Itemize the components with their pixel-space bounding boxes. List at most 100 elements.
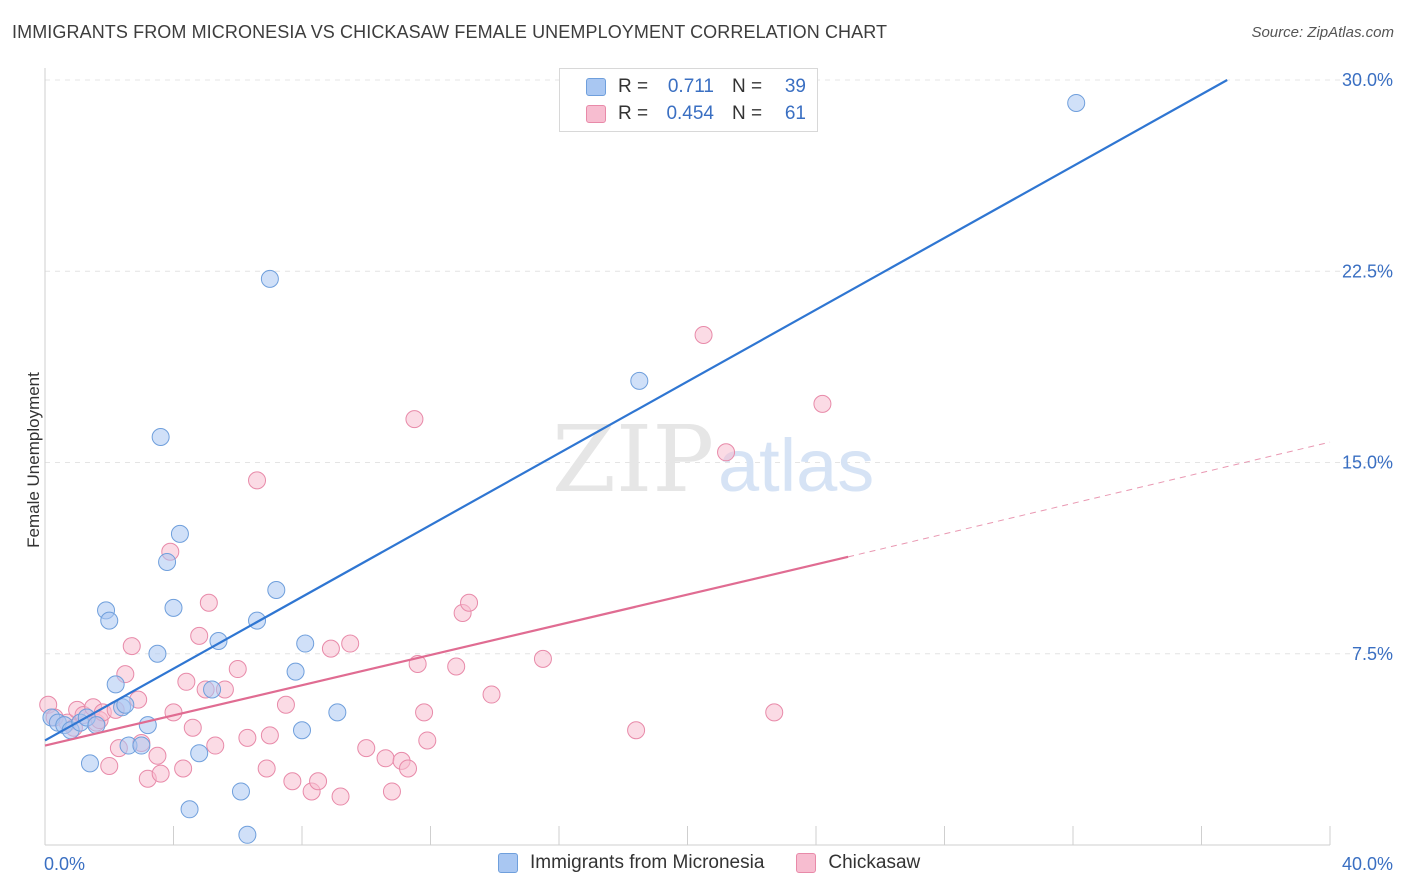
point-micronesia: [158, 552, 177, 571]
watermark-zip: ZIP: [552, 406, 714, 513]
y-tick-label: 7.5%: [1352, 644, 1393, 664]
legend-r-label: R =: [618, 76, 649, 97]
series-legend: Immigrants from Micronesia Chickasaw: [498, 852, 952, 874]
point-micronesia: [293, 721, 311, 740]
point-chickasaw: [238, 728, 257, 747]
point-chickasaw: [717, 443, 736, 462]
series-swatch-chickasaw: [796, 853, 817, 873]
point-micronesia: [190, 744, 209, 763]
point-chickasaw: [533, 649, 552, 668]
point-micronesia: [80, 754, 99, 773]
point-chickasaw: [199, 593, 218, 612]
point-chickasaw: [206, 736, 225, 755]
point-chickasaw: [151, 764, 170, 783]
legend-swatch-chickasaw: [586, 105, 606, 123]
watermark: ZIP atlas: [552, 406, 874, 513]
point-chickasaw: [183, 718, 202, 737]
point-micronesia: [132, 736, 151, 755]
point-chickasaw: [164, 703, 183, 722]
legend-n-label: N =: [732, 76, 763, 97]
x-tick-label: 0.0%: [44, 854, 85, 874]
point-chickasaw: [257, 759, 276, 778]
grid-lines: [45, 79, 1392, 655]
point-chickasaw: [627, 721, 646, 740]
point-chickasaw: [100, 756, 119, 775]
legend-n-value: 39: [784, 76, 806, 97]
point-chickasaw: [122, 637, 141, 656]
legend-swatch-micronesia: [586, 78, 606, 96]
series-swatch-micronesia: [498, 853, 518, 873]
point-chickasaw: [418, 731, 437, 750]
point-micronesia: [203, 680, 222, 699]
point-micronesia: [328, 703, 347, 722]
legend-r-value: 0.711: [667, 76, 714, 97]
point-chickasaw: [260, 726, 279, 745]
series-legend-chickasaw[interactable]: Chickasaw: [796, 852, 920, 874]
point-chickasaw: [309, 772, 328, 791]
point-micronesia: [170, 524, 189, 543]
point-chickasaw: [357, 739, 376, 758]
data-points: [39, 93, 1086, 844]
point-chickasaw: [228, 660, 247, 679]
point-chickasaw: [376, 749, 395, 768]
x-tick-label: 40.0%: [1342, 854, 1393, 874]
legend-n-label: N =: [732, 103, 763, 124]
point-chickasaw: [148, 746, 167, 765]
point-micronesia: [164, 598, 183, 617]
point-micronesia: [296, 634, 315, 653]
point-chickasaw: [415, 703, 434, 722]
tick-labels: 7.5% 15.0% 22.5% 30.0% 0.0% 40.0%: [44, 70, 1393, 874]
series-legend-micronesia[interactable]: Immigrants from Micronesia: [498, 852, 764, 874]
series-label-micronesia: Immigrants from Micronesia: [530, 852, 765, 873]
point-chickasaw: [813, 394, 832, 413]
series-label-chickasaw: Chickasaw: [828, 852, 921, 873]
point-chickasaw: [331, 787, 350, 806]
point-chickasaw: [283, 772, 302, 791]
point-micronesia: [180, 800, 199, 819]
point-chickasaw: [460, 593, 479, 612]
legend-row-micronesia: R = 0.711 N = 39: [586, 75, 806, 99]
point-chickasaw: [174, 759, 193, 778]
point-chickasaw: [447, 657, 466, 676]
legend-row-chickasaw: R = 0.454 N = 61: [586, 102, 806, 126]
y-tick-label: 30.0%: [1342, 70, 1393, 90]
trend-lines: [44, 79, 1331, 747]
point-micronesia: [148, 644, 167, 663]
point-chickasaw: [177, 672, 196, 691]
point-chickasaw: [765, 703, 784, 722]
point-chickasaw: [276, 695, 295, 714]
point-micronesia: [260, 269, 279, 288]
point-micronesia: [1067, 93, 1086, 112]
watermark-atlas: atlas: [718, 424, 874, 507]
axes: [44, 68, 1331, 846]
point-chickasaw: [382, 782, 401, 801]
point-chickasaw: [248, 471, 267, 490]
y-tick-label: 22.5%: [1342, 261, 1393, 281]
point-micronesia: [630, 371, 649, 390]
legend-r-value: 0.454: [666, 103, 714, 124]
point-micronesia: [286, 662, 305, 681]
point-chickasaw: [321, 639, 340, 658]
correlation-legend: R = 0.711 N = 39 R = 0.454 N = 61: [559, 68, 818, 132]
point-chickasaw: [341, 634, 360, 653]
point-chickasaw: [190, 626, 209, 645]
point-chickasaw: [694, 326, 713, 344]
source-credit: Source: ZipAtlas.com: [1251, 24, 1394, 41]
point-micronesia: [267, 581, 286, 599]
point-chickasaw: [482, 685, 501, 704]
trendline-micronesia: [44, 79, 1228, 742]
point-micronesia: [151, 428, 170, 446]
trendline-chickasaw-extension: [848, 441, 1331, 558]
y-tick-label: 15.0%: [1342, 453, 1393, 473]
trendline-chickasaw: [44, 555, 849, 747]
chart-title: IMMIGRANTS FROM MICRONESIA VS CHICKASAW …: [12, 22, 888, 42]
point-chickasaw: [405, 410, 424, 429]
point-micronesia: [231, 782, 250, 801]
point-micronesia: [100, 611, 119, 630]
point-micronesia: [238, 825, 257, 844]
legend-r-label: R =: [618, 103, 649, 124]
point-chickasaw: [399, 759, 418, 778]
point-micronesia: [106, 675, 125, 694]
legend-n-value: 61: [784, 103, 806, 124]
